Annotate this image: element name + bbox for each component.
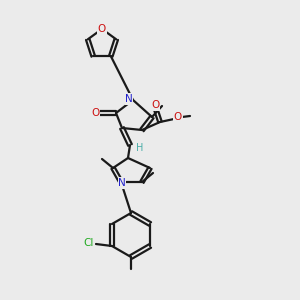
Text: N: N — [118, 178, 126, 188]
Text: O: O — [98, 24, 106, 34]
Text: O: O — [91, 108, 99, 118]
Text: O: O — [174, 112, 182, 122]
Text: Cl: Cl — [84, 238, 94, 248]
Text: N: N — [125, 94, 133, 104]
Text: O: O — [151, 100, 159, 110]
Text: H: H — [136, 143, 144, 153]
